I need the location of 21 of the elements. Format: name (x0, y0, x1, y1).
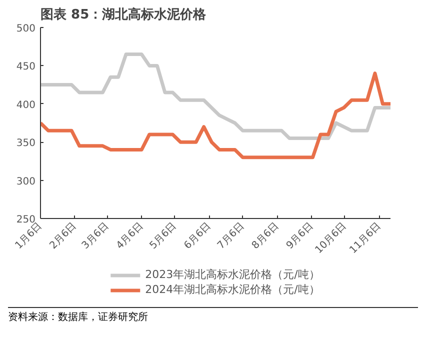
y-tick-label: 300 (16, 176, 36, 188)
x-tick-label: 5月6日 (148, 220, 179, 252)
x-tick-label: 9月6日 (284, 220, 316, 252)
line-series (40, 52, 390, 140)
x-tick-label: 2月6日 (48, 220, 79, 252)
legend-label: 2024年湖北高标水泥价格（元/吨） (145, 282, 320, 297)
line-series (40, 72, 390, 160)
x-tick-label: 6月6日 (182, 220, 214, 252)
x-tick-label: 7月6日 (216, 220, 247, 252)
y-tick-label: 400 (16, 100, 36, 111)
y-tick-label: 350 (16, 138, 36, 150)
chart-title: 图表 85：湖北高标水泥价格 (40, 6, 208, 22)
y-tick-label: 450 (16, 62, 36, 73)
x-tick-label: 8月6日 (250, 220, 282, 252)
x-tick-label: 4月6日 (114, 220, 146, 252)
legend-label: 2023年湖北高标水泥价格（元/吨） (145, 267, 320, 282)
x-tick-label: 3月6日 (80, 220, 112, 252)
x-tick-label: 10月6日 (313, 220, 349, 256)
x-tick-label: 11月6日 (348, 220, 384, 256)
y-tick-label: 500 (16, 24, 36, 34)
text: 资料来源：数据库，证券研究所 (8, 311, 148, 325)
